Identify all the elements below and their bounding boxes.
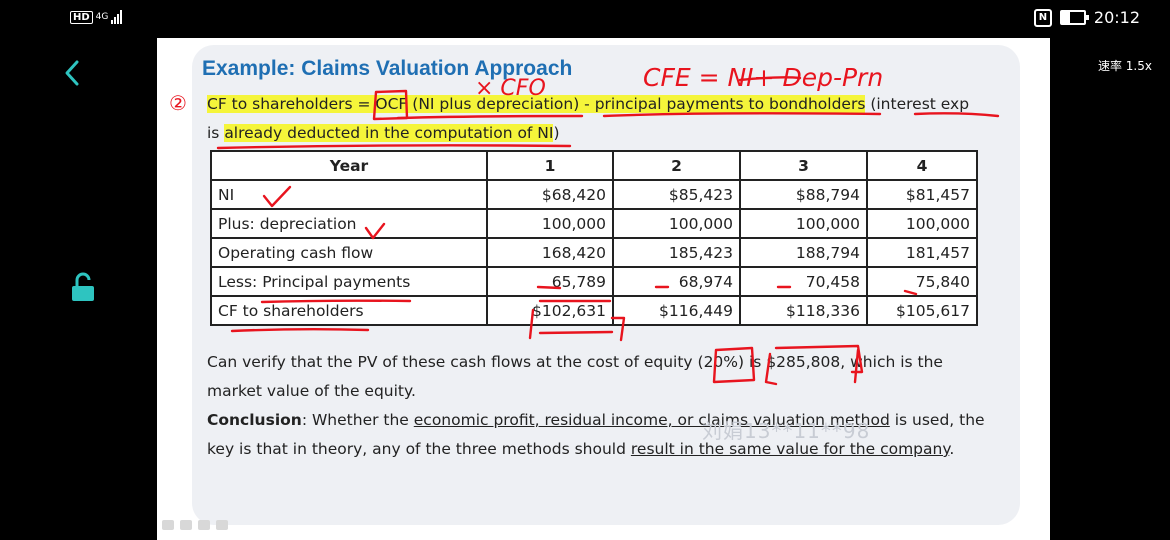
chevron-left-icon[interactable] (58, 58, 88, 88)
conclusion-text-1: : Whether the (301, 411, 414, 429)
slide: Example: Claims Valuation Approach ② CF … (157, 38, 1050, 540)
verify-text-2: ) is (738, 353, 767, 371)
table-cell: 100,000 (612, 208, 741, 239)
cf-text-principal: - principal payments to bondholders (579, 95, 866, 113)
nfc-icon: N (1033, 8, 1052, 27)
cf-text-ni: (NI plus depreciation) (407, 95, 580, 113)
hd-badge: HD (70, 10, 93, 24)
conclusion-text-3: key is that in theory, any of the three … (207, 440, 631, 458)
table-header: 2 (612, 150, 741, 181)
table-cell: $68,420 (486, 179, 614, 210)
row-label: Plus: depreciation (210, 208, 488, 239)
cf-text-close: ) (553, 124, 560, 142)
table-row: CF to shareholders $102,631 $116,449 $11… (210, 295, 978, 326)
cf-definition-line-2: is already deducted in the computation o… (207, 124, 560, 142)
table-header: 4 (866, 150, 978, 181)
table-row: Less: Principal payments 65,789 68,974 7… (210, 266, 978, 297)
table-header: Year (210, 150, 488, 181)
slide-title: Example: Claims Valuation Approach (202, 57, 573, 80)
table-row: NI $68,420 $85,423 $88,794 $81,457 (210, 179, 978, 210)
table-cell: $81,457 (866, 179, 978, 210)
cash-flow-table: Year 1 2 3 4 NI $68,420 $85,423 $88,794 … (210, 150, 978, 326)
verify-text-1: Can verify that the PV of these cash flo… (207, 353, 704, 371)
network-gen: 4G (95, 12, 109, 22)
player-toolbar (162, 520, 228, 530)
row-label: CF to shareholders (210, 295, 488, 326)
table-header: 3 (739, 150, 868, 181)
cf-text-is: is (207, 124, 225, 142)
table-cell: 185,423 (612, 237, 741, 268)
table-header-row: Year 1 2 3 4 (210, 150, 978, 181)
table-cell: 70,458 (739, 266, 868, 297)
conclusion-text-2: is used, the (889, 411, 985, 429)
cf-text-deducted: already deducted in the computation of N… (224, 124, 554, 142)
table-cell: 100,000 (486, 208, 614, 239)
table-cell: 65,789 (486, 266, 614, 297)
conclusion-text-4: . (949, 440, 955, 458)
table-cell: 68,974 (612, 266, 741, 297)
signal-icon (111, 10, 123, 24)
playback-speed-button[interactable]: 速率 1.5x (1097, 59, 1152, 73)
status-bar: HD 4G N 20:12 (0, 0, 1170, 38)
clock: 20:12 (1093, 8, 1140, 27)
table-cell: $88,794 (739, 179, 868, 210)
verify-text-3: , which is the (840, 353, 943, 371)
unlock-icon[interactable] (70, 272, 96, 302)
cf-text-ocf: OCF (375, 95, 408, 113)
table-cell: 100,000 (866, 208, 978, 239)
table-cell: $102,631 (486, 295, 614, 326)
step-number: ② (169, 91, 187, 115)
battery-icon (1059, 10, 1089, 25)
table-cell: 100,000 (739, 208, 868, 239)
cost-of-equity: 20% (703, 353, 739, 371)
row-label: NI (210, 179, 488, 210)
table-cell: 181,457 (866, 237, 978, 268)
watermark: 刘娟13**11**98 (702, 419, 871, 443)
next-icon[interactable] (216, 520, 228, 530)
table-header: 1 (486, 150, 614, 181)
row-label: Less: Principal payments (210, 266, 488, 297)
table-row: Operating cash flow 168,420 185,423 188,… (210, 237, 978, 268)
pen-icon[interactable] (180, 520, 192, 530)
cf-text-1: CF to shareholders = (207, 95, 376, 113)
row-label: Operating cash flow (210, 237, 488, 268)
cf-definition-line-1: ② CF to shareholders = OCF (NI plus depr… (169, 91, 970, 115)
verify-text-4: market value of the equity. (207, 382, 416, 400)
conclusion-paragraph: Conclusion: Whether the economic profit,… (207, 406, 1017, 464)
table-cell: 75,840 (866, 266, 978, 297)
conclusion-methods: economic profit, residual income, or cla… (413, 411, 890, 429)
table-cell: 188,794 (739, 237, 868, 268)
table-cell: $118,336 (739, 295, 868, 326)
screen-icon[interactable] (198, 520, 210, 530)
cf-text-interest: (interest exp (865, 95, 970, 113)
table-cell: $105,617 (866, 295, 978, 326)
conclusion-same-value: result in the same value for the company (630, 440, 950, 458)
equity-value: $285,808 (766, 353, 841, 371)
table-cell: $116,449 (612, 295, 741, 326)
prev-icon[interactable] (162, 520, 174, 530)
table-cell: $85,423 (612, 179, 741, 210)
table-cell: 168,420 (486, 237, 614, 268)
verify-paragraph: Can verify that the PV of these cash flo… (207, 348, 1017, 406)
table-row: Plus: depreciation 100,000 100,000 100,0… (210, 208, 978, 239)
conclusion-label: Conclusion (207, 411, 302, 429)
